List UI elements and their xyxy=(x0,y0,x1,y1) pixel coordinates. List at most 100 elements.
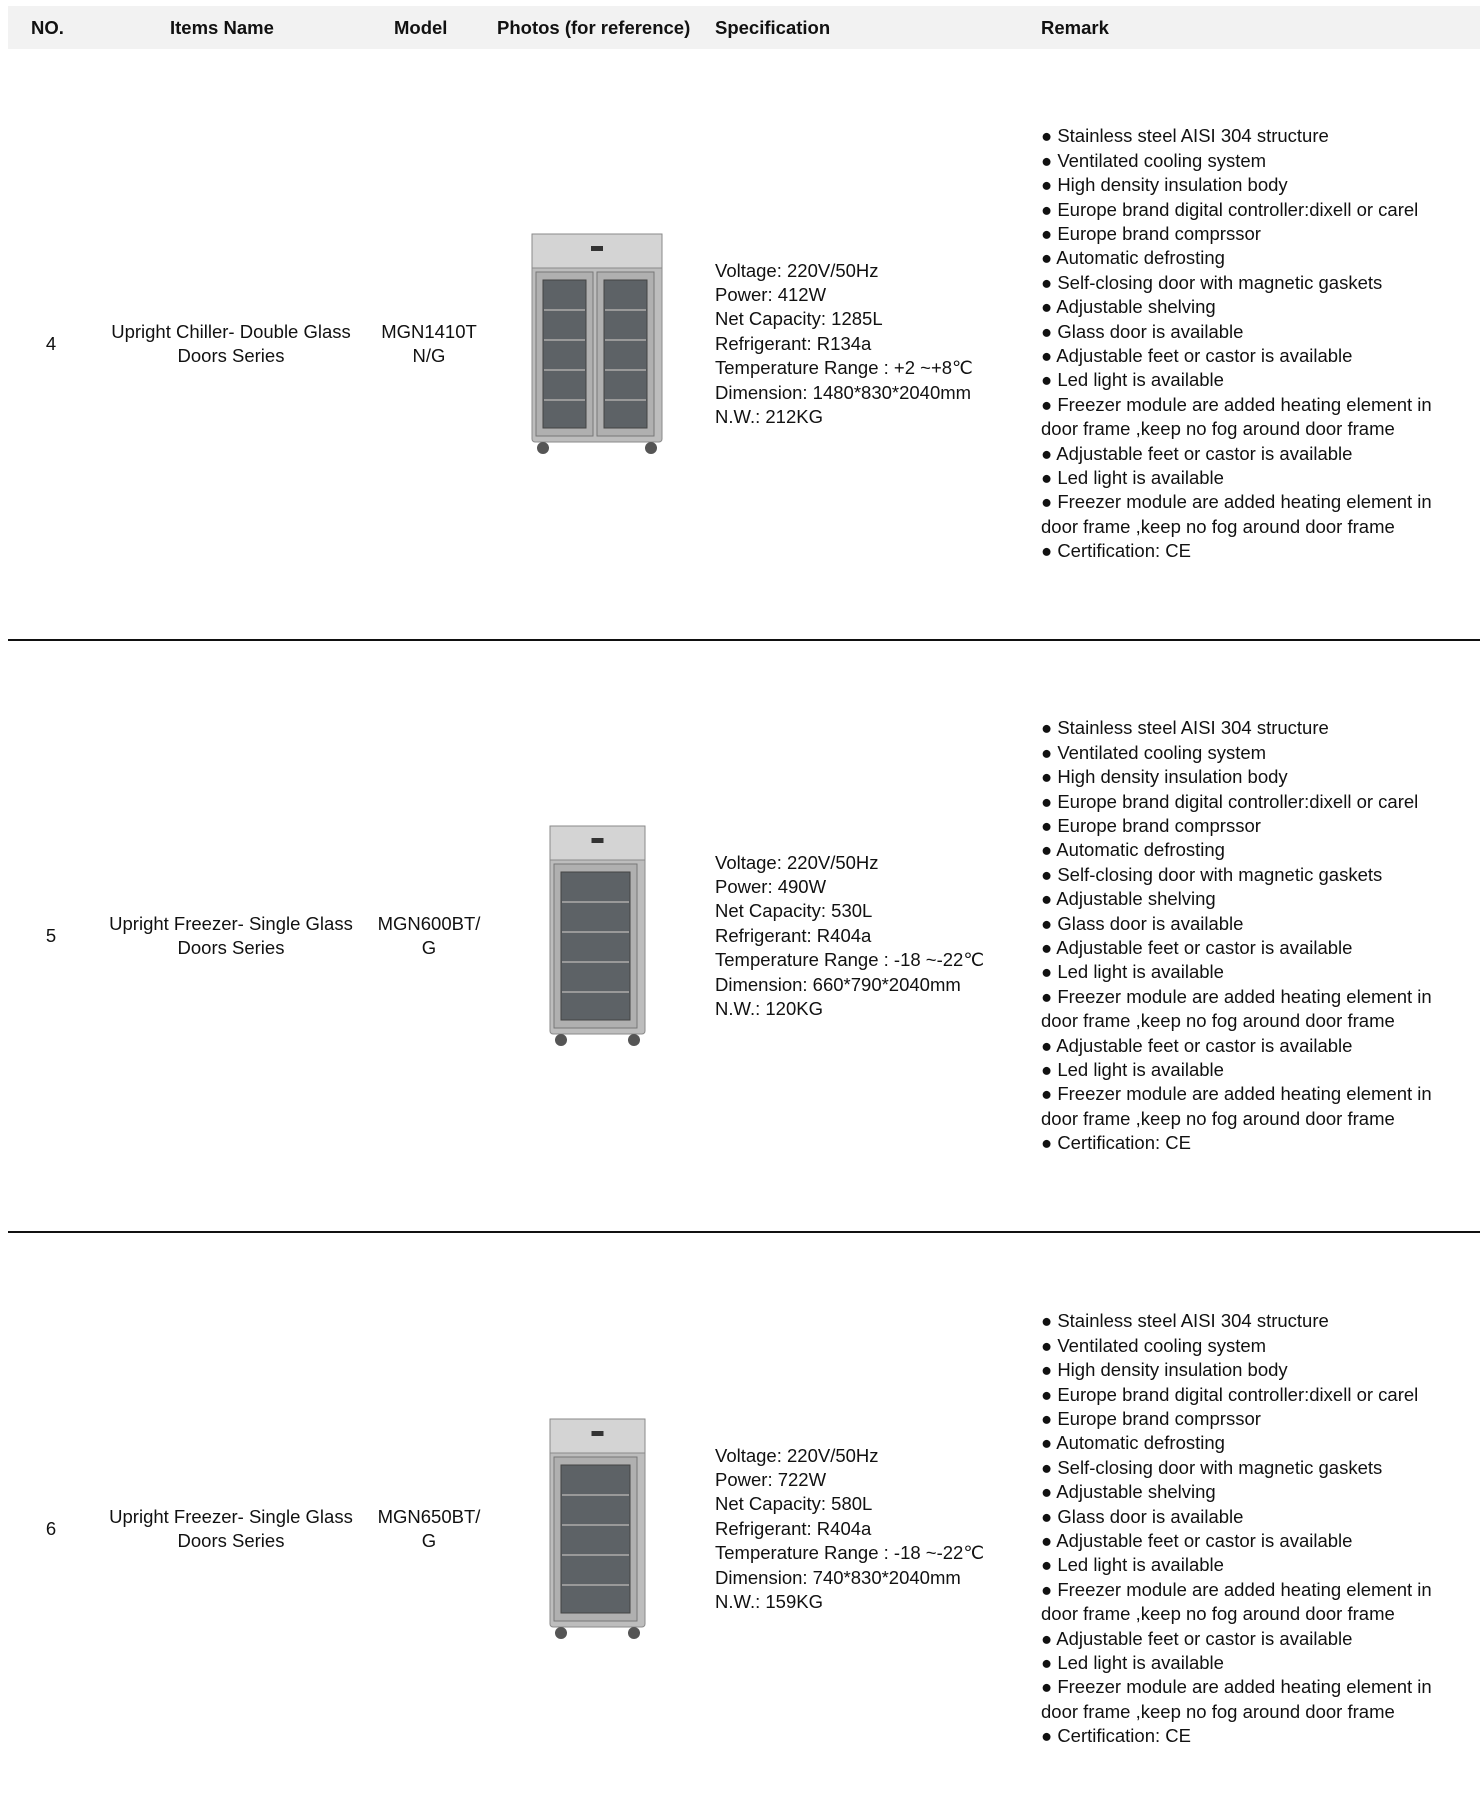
table-row: 5 Upright Freezer- Single Glass Doors Ser… xyxy=(8,641,1480,1233)
remark-line: ● Automatic defrosting xyxy=(1041,839,1225,861)
model: MGN600BT/G xyxy=(376,641,482,1231)
remark-line: ● Europe brand digital controller:dixell… xyxy=(1041,198,1419,220)
remark-line: ● Self-closing door with magnetic gasket… xyxy=(1041,863,1383,885)
table-header: NO. Items Name Model Photos (for reference)… xyxy=(8,6,1480,49)
remark-line: ● Ventilated cooling system xyxy=(1041,741,1267,763)
remark-line: ● Freezer module are added heating eleme… xyxy=(1041,1676,1432,1722)
spec-line: Dimension: 1480*830*2040mm xyxy=(715,381,972,403)
specification: Voltage: 220V/50Hz Power: 490W Net Capacit… xyxy=(715,641,1035,1231)
remark-line: ● Certification: CE xyxy=(1041,1725,1191,1747)
remark-line: ● Europe brand digital controller:dixell… xyxy=(1041,790,1419,812)
row-number-text: 6 xyxy=(45,1517,57,1539)
remark-line: ● Freezer module are added heating eleme… xyxy=(1041,1083,1432,1129)
spec-line: Temperature Range : -18 ~-22℃ xyxy=(715,949,985,971)
remark-line: ● Freezer module are added heating eleme… xyxy=(1041,393,1432,440)
remark: ● Stainless steel AISI 304 structure ● Ve… xyxy=(1041,49,1466,639)
remark-line: ● Stainless steel AISI 304 structure xyxy=(1041,717,1329,739)
spec-line: Power: 722W xyxy=(715,1468,827,1490)
row-number-text: 5 xyxy=(45,924,57,946)
remark: ● Stainless steel AISI 304 structure ● Ve… xyxy=(1041,1233,1466,1807)
spec-line: N.W.: 159KG xyxy=(715,1591,823,1613)
remark-line: ● Ventilated cooling system xyxy=(1041,149,1267,171)
spec-line: Power: 412W xyxy=(715,283,827,305)
specification-list: Voltage: 220V/50Hz Power: 490W Net Capacit… xyxy=(715,851,984,1022)
spec-line: Dimension: 740*830*2040mm xyxy=(715,1566,961,1588)
specification: Voltage: 220V/50Hz Power: 412W Net Capacit… xyxy=(715,49,1035,639)
spec-line: N.W.: 120KG xyxy=(715,998,823,1020)
remark-line: ● Europe brand comprssor xyxy=(1041,814,1261,836)
photo xyxy=(488,641,710,1231)
item-name: Upright Freezer- Single Glass Doors Seri… xyxy=(96,1233,366,1807)
remark-line: ● Adjustable feet or castor is available xyxy=(1041,1530,1353,1551)
remark-list: ● Stainless steel AISI 304 structure ● Ve… xyxy=(1041,716,1466,1155)
remark-line: ● High density insulation body xyxy=(1041,174,1288,196)
remark-line: ● Self-closing door with magnetic gasket… xyxy=(1041,271,1383,293)
item-name-text: Upright Freezer- Single Glass Doors Seri… xyxy=(109,912,353,958)
remark-list: ● Stainless steel AISI 304 structure ● Ve… xyxy=(1041,1309,1466,1748)
remark-line: ● Freezer module are added heating eleme… xyxy=(1041,985,1432,1032)
spec-line: Voltage: 220V/50Hz xyxy=(715,1444,879,1466)
remark-line: ● Adjustable feet or castor is available xyxy=(1041,937,1353,958)
specification: Voltage: 220V/50Hz Power: 722W Net Capacit… xyxy=(715,1233,1035,1807)
remark-list: ● Stainless steel AISI 304 structure ● Ve… xyxy=(1041,124,1466,563)
remark-line: ● Adjustable feet or castor is available xyxy=(1041,1627,1353,1649)
column-header: Items Name xyxy=(170,17,274,38)
remark-line: ● Ventilated cooling system xyxy=(1041,1334,1267,1356)
remark-line: ● Europe brand comprssor xyxy=(1041,222,1261,244)
spec-line: Refrigerant: R404a xyxy=(715,924,872,946)
remark-line: ● Led light is available xyxy=(1041,369,1224,391)
spec-line: Refrigerant: R134a xyxy=(715,332,872,354)
photo xyxy=(488,1233,710,1807)
remark-line: ● Stainless steel AISI 304 structure xyxy=(1041,1310,1329,1332)
remark-line: ● High density insulation body xyxy=(1041,1359,1288,1381)
item-name-text: Upright Chiller- Double Glass Doors Seri… xyxy=(111,320,351,366)
table-row: 6 Upright Freezer- Single Glass Doors Ser… xyxy=(8,1233,1480,1807)
table-row: 4 Upright Chiller- Double Glass Doors Ser… xyxy=(8,49,1480,641)
remark-line: ● Freezer module are added heating eleme… xyxy=(1041,1578,1432,1625)
remark-line: ● Adjustable feet or castor is available xyxy=(1041,345,1353,366)
spec-line: Net Capacity: 580L xyxy=(715,1493,873,1515)
remark-line: ● Automatic defrosting xyxy=(1041,1432,1225,1454)
remark-line: ● Stainless steel AISI 304 structure xyxy=(1041,125,1329,147)
remark-line: ● Glass door is available xyxy=(1041,1505,1244,1527)
remark-line: ● High density insulation body xyxy=(1041,766,1288,788)
remark-line: ● Europe brand digital controller:dixell… xyxy=(1041,1383,1419,1405)
remark-line: ● Europe brand comprssor xyxy=(1041,1407,1261,1429)
remark: ● Stainless steel AISI 304 structure ● Ve… xyxy=(1041,641,1466,1231)
remark-line: ● Certification: CE xyxy=(1041,540,1191,562)
remark-line: ● Automatic defrosting xyxy=(1041,247,1225,269)
spec-line: Net Capacity: 1285L xyxy=(715,308,883,330)
model: MGN1410TN/G xyxy=(376,49,482,639)
column-header: NO. xyxy=(31,17,64,38)
model-text: MGN650BT/G xyxy=(377,1505,481,1551)
product-photo xyxy=(531,233,663,454)
remark-line: ● Led light is available xyxy=(1041,1059,1224,1081)
spec-line: Power: 490W xyxy=(715,875,827,897)
product-photo xyxy=(549,825,645,1046)
column-header: Remark xyxy=(1041,17,1109,38)
item-name: Upright Chiller- Double Glass Doors Seri… xyxy=(96,49,366,639)
remark-line: ● Glass door is available xyxy=(1041,912,1244,934)
spec-line: Net Capacity: 530L xyxy=(715,900,873,922)
item-name: Upright Freezer- Single Glass Doors Seri… xyxy=(96,641,366,1231)
column-header: Model xyxy=(394,17,448,38)
model: MGN650BT/G xyxy=(376,1233,482,1807)
column-header: Photos (for reference) xyxy=(497,17,691,38)
row-number: 6 xyxy=(8,1233,94,1807)
spec-line: N.W.: 212KG xyxy=(715,406,823,428)
row-number: 5 xyxy=(8,641,94,1231)
model-text: MGN1410TN/G xyxy=(381,320,477,366)
remark-line: ● Adjustable feet or castor is available xyxy=(1041,1034,1353,1056)
specification-list: Voltage: 220V/50Hz Power: 722W Net Capacit… xyxy=(715,1444,984,1615)
remark-line: ● Certification: CE xyxy=(1041,1132,1191,1154)
spec-line: Voltage: 220V/50Hz xyxy=(715,851,879,873)
spec-line: Temperature Range : -18 ~-22℃ xyxy=(715,1542,985,1564)
remark-line: ● Led light is available xyxy=(1041,467,1224,489)
column-header: Specification xyxy=(715,17,831,38)
spec-line: Voltage: 220V/50Hz xyxy=(715,259,879,281)
row-number: 4 xyxy=(8,49,94,639)
remark-line: ● Adjustable shelving xyxy=(1041,888,1216,910)
remark-line: ● Led light is available xyxy=(1041,1554,1224,1576)
remark-line: ● Self-closing door with magnetic gasket… xyxy=(1041,1456,1383,1478)
